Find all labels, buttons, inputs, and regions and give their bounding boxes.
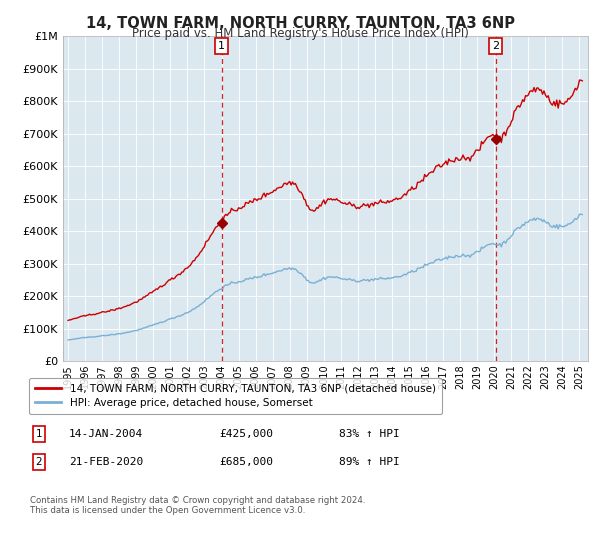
Text: £685,000: £685,000 [219, 457, 273, 467]
Text: 2: 2 [492, 41, 499, 51]
Text: Price paid vs. HM Land Registry's House Price Index (HPI): Price paid vs. HM Land Registry's House … [131, 27, 469, 40]
Text: 1: 1 [218, 41, 225, 51]
Text: Contains HM Land Registry data © Crown copyright and database right 2024.
This d: Contains HM Land Registry data © Crown c… [30, 496, 365, 515]
Text: £425,000: £425,000 [219, 429, 273, 439]
Text: 14-JAN-2004: 14-JAN-2004 [69, 429, 143, 439]
Legend: 14, TOWN FARM, NORTH CURRY, TAUNTON, TA3 6NP (detached house), HPI: Average pric: 14, TOWN FARM, NORTH CURRY, TAUNTON, TA3… [29, 377, 442, 414]
Text: 83% ↑ HPI: 83% ↑ HPI [339, 429, 400, 439]
Text: 21-FEB-2020: 21-FEB-2020 [69, 457, 143, 467]
Text: 89% ↑ HPI: 89% ↑ HPI [339, 457, 400, 467]
Text: 14, TOWN FARM, NORTH CURRY, TAUNTON, TA3 6NP: 14, TOWN FARM, NORTH CURRY, TAUNTON, TA3… [86, 16, 515, 31]
Text: 2: 2 [35, 457, 43, 467]
Text: 1: 1 [35, 429, 43, 439]
